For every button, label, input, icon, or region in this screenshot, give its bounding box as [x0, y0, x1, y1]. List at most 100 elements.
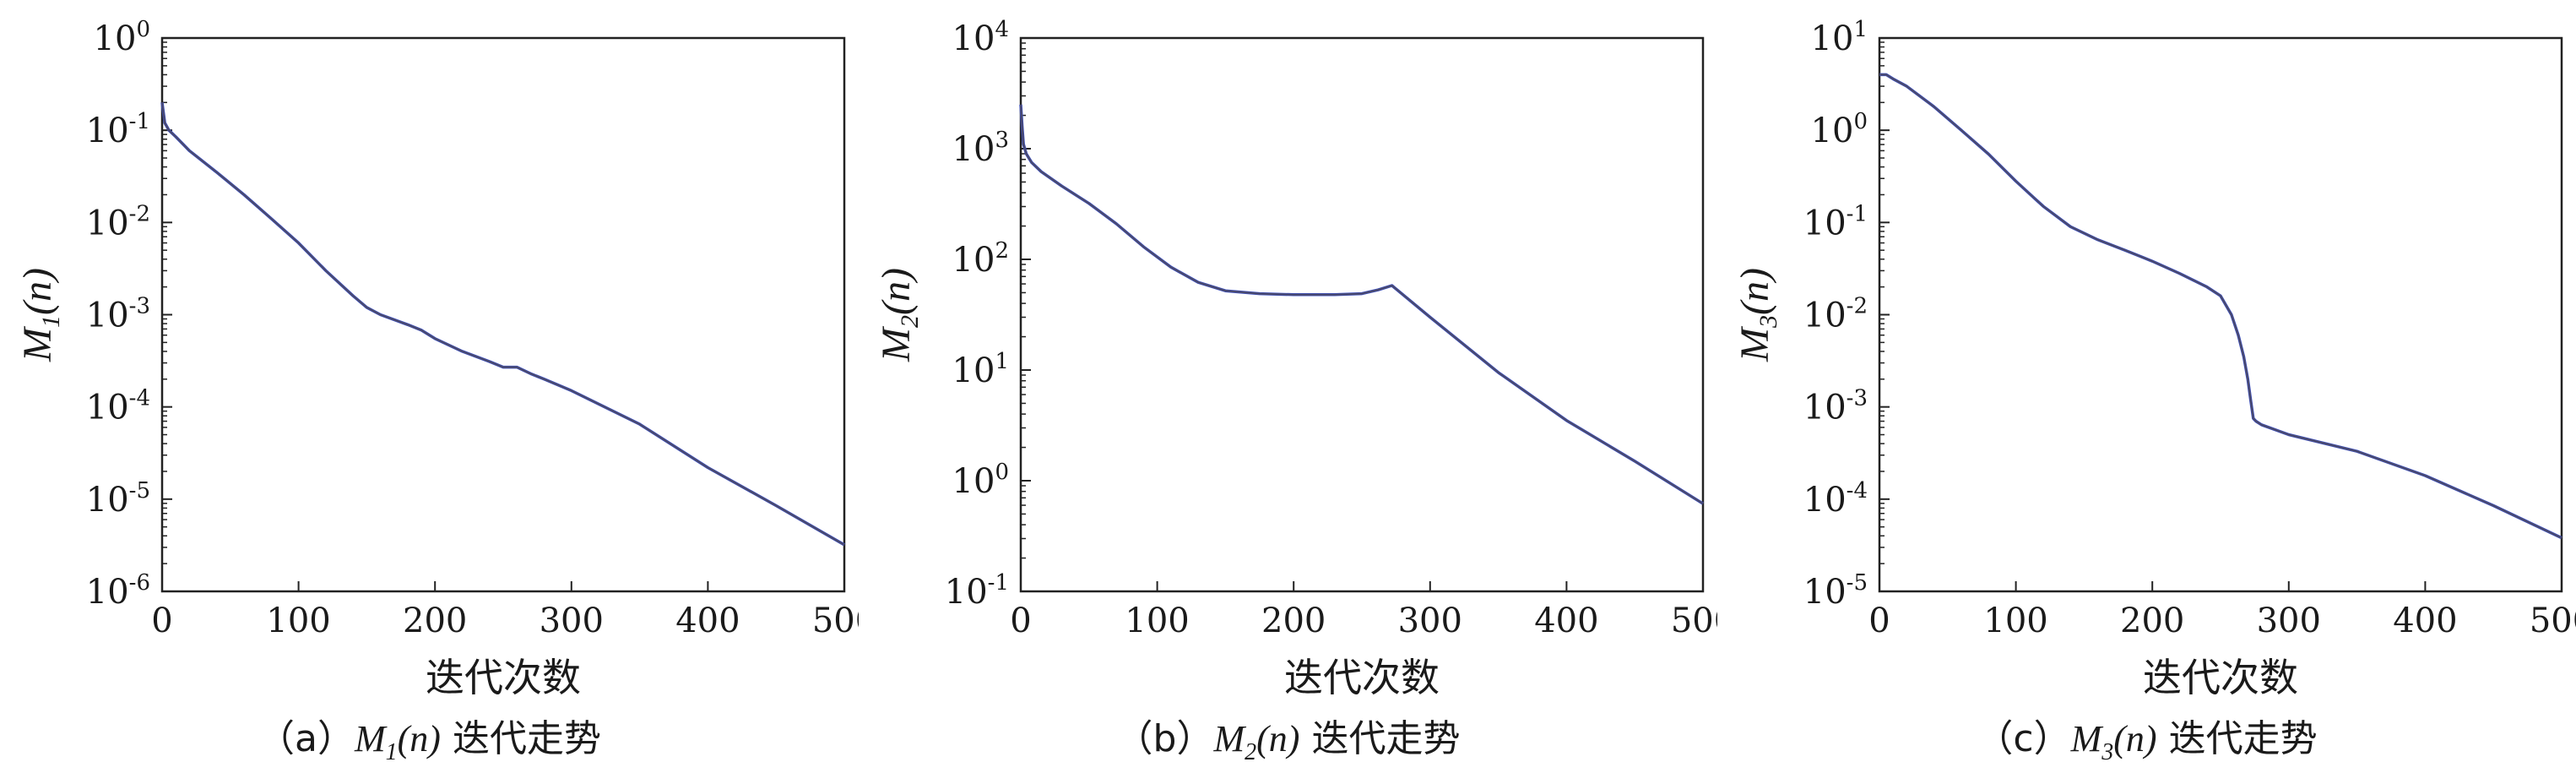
y-tick-base-b: 10	[952, 351, 995, 390]
caption-b-func-sub: 2	[1245, 738, 1257, 765]
x-tick-label-a: 300	[540, 602, 604, 640]
caption-b-func-main: M	[1213, 718, 1245, 759]
y-axis-label-arg-a: (n)	[15, 268, 60, 315]
y-tick-label-c: 101	[1811, 17, 1868, 58]
y-tick-label-c: 100	[1811, 109, 1868, 150]
caption-a-func: M1(n)	[355, 718, 441, 765]
x-tick-label-a: 200	[403, 602, 467, 640]
y-tick-label-b: 10-1	[945, 570, 1009, 612]
x-tick-label-b: 300	[1398, 602, 1462, 640]
caption-a-suffix: 迭代走势	[440, 717, 601, 760]
x-axis-label-b: 迭代次数	[1284, 655, 1440, 700]
y-tick-exp-a: -4	[129, 386, 150, 411]
chart-panel-b: 010020030040050010-1100101102103104迭代次数M…	[859, 0, 1717, 773]
y-tick-exp-a: -1	[129, 109, 150, 134]
series-line-underlay-a	[160, 102, 845, 547]
x-tick-label-a: 100	[266, 602, 330, 640]
y-tick-base-b: 10	[952, 462, 995, 501]
y-axis-label-arg-b: (n)	[874, 268, 919, 315]
y-axis-label-a: M1(n)	[15, 268, 65, 362]
y-tick-exp-b: -1	[988, 570, 1009, 596]
y-axis-label-c: M3(n)	[1733, 268, 1782, 362]
y-axis-label-sub-c: 3	[1754, 315, 1782, 329]
caption-a-prefix: （a）	[258, 717, 355, 760]
y-tick-exp-b: 4	[995, 17, 1009, 42]
series-line-underlay-c	[1879, 73, 2562, 540]
x-tick-label-c: 200	[2120, 602, 2184, 640]
caption-c-func: M3(n)	[2070, 718, 2157, 765]
series-line-underlay-b	[1019, 104, 1704, 505]
y-axis-label-main-c: M	[1733, 325, 1777, 362]
y-tick-base-a: 10	[86, 297, 129, 335]
x-axis-label-a: 迭代次数	[426, 655, 581, 700]
caption-c-func-sub: 3	[2101, 738, 2114, 765]
y-tick-base-b: 10	[952, 130, 995, 169]
x-tick-label-c: 300	[2257, 602, 2321, 640]
y-tick-label-b: 103	[952, 128, 1009, 169]
y-tick-exp-a: -2	[129, 201, 150, 226]
y-tick-label-a: 10-1	[86, 109, 150, 150]
chart-panel-c: 010020030040050010-510-410-310-210-11001…	[1717, 0, 2576, 773]
chart-panel-a: 010020030040050010-610-510-410-310-210-1…	[0, 0, 859, 773]
y-tick-exp-c: 1	[1853, 17, 1868, 42]
y-tick-label-c: 10-5	[1803, 570, 1868, 612]
plot-frame-c	[1878, 36, 2563, 593]
y-tick-exp-c: -2	[1847, 294, 1868, 319]
y-tick-label-c: 10-3	[1803, 386, 1868, 427]
y-tick-base-b: 10	[952, 241, 995, 280]
y-tick-exp-c: -5	[1847, 570, 1868, 596]
y-tick-exp-c: -3	[1847, 386, 1868, 411]
x-tick-label-b: 0	[1010, 602, 1031, 640]
caption-c-suffix: 迭代走势	[2156, 717, 2318, 760]
y-tick-exp-c: -1	[1847, 201, 1868, 226]
series-line-b	[1019, 104, 1704, 505]
x-axis-label-c: 迭代次数	[2143, 655, 2298, 700]
x-tick-label-b: 400	[1534, 602, 1598, 640]
y-tick-base-a: 10	[94, 19, 137, 58]
x-tick-label-a: 400	[675, 602, 740, 640]
y-tick-label-a: 10-2	[86, 201, 150, 242]
y-tick-base-c: 10	[1811, 19, 1854, 58]
series-line-c	[1879, 73, 2562, 539]
caption-b-func-arg: (n)	[1256, 718, 1300, 759]
y-tick-label-b: 100	[952, 460, 1009, 501]
y-tick-label-b: 104	[952, 17, 1009, 58]
chart-svg-a: 010020030040050010-610-510-410-310-210-1…	[15, 17, 859, 700]
y-tick-label-c: 10-1	[1803, 201, 1868, 242]
plot-frame-a	[160, 36, 846, 593]
caption-c-func-main: M	[2070, 718, 2102, 759]
series-line-a	[160, 102, 845, 546]
y-tick-base-a: 10	[86, 204, 129, 242]
y-tick-label-a: 10-6	[86, 570, 150, 612]
y-tick-label-b: 102	[952, 238, 1009, 280]
y-tick-base-c: 10	[1803, 389, 1847, 427]
y-tick-exp-b: 2	[995, 238, 1009, 264]
y-tick-base-b: 10	[952, 19, 995, 58]
y-tick-exp-b: 3	[995, 128, 1009, 153]
x-tick-label-c: 500	[2530, 602, 2576, 640]
y-axis-label-main-b: M	[874, 325, 919, 362]
y-tick-label-a: 100	[94, 17, 150, 58]
chart-svg-c: 010020030040050010-510-410-310-210-11001…	[1733, 17, 2576, 700]
x-tick-label-a: 500	[812, 602, 859, 640]
y-tick-label-a: 10-5	[86, 478, 150, 520]
caption-c-func-arg: (n)	[2113, 718, 2157, 759]
y-tick-label-b: 101	[952, 349, 1009, 390]
y-tick-label-a: 10-3	[86, 294, 150, 335]
y-tick-label-c: 10-4	[1803, 478, 1868, 520]
y-tick-base-a: 10	[86, 481, 129, 520]
caption-c-prefix: （c）	[1976, 717, 2071, 760]
y-tick-base-c: 10	[1803, 297, 1847, 335]
y-axis-label-arg-c: (n)	[1733, 268, 1777, 315]
caption-a-func-arg: (n)	[397, 718, 441, 759]
y-tick-exp-c: 0	[1853, 109, 1868, 134]
x-tick-label-c: 0	[1868, 602, 1890, 640]
y-tick-exp-a: -3	[129, 294, 150, 319]
x-tick-label-b: 500	[1671, 602, 1717, 640]
y-tick-base-c: 10	[1803, 204, 1847, 242]
chart-svg-b: 010020030040050010-1100101102103104迭代次数M…	[874, 17, 1717, 700]
y-tick-base-c: 10	[1811, 112, 1854, 150]
y-tick-exp-c: -4	[1847, 478, 1868, 504]
y-axis-label-sub-a: 1	[37, 315, 65, 328]
y-tick-base-c: 10	[1803, 481, 1847, 520]
